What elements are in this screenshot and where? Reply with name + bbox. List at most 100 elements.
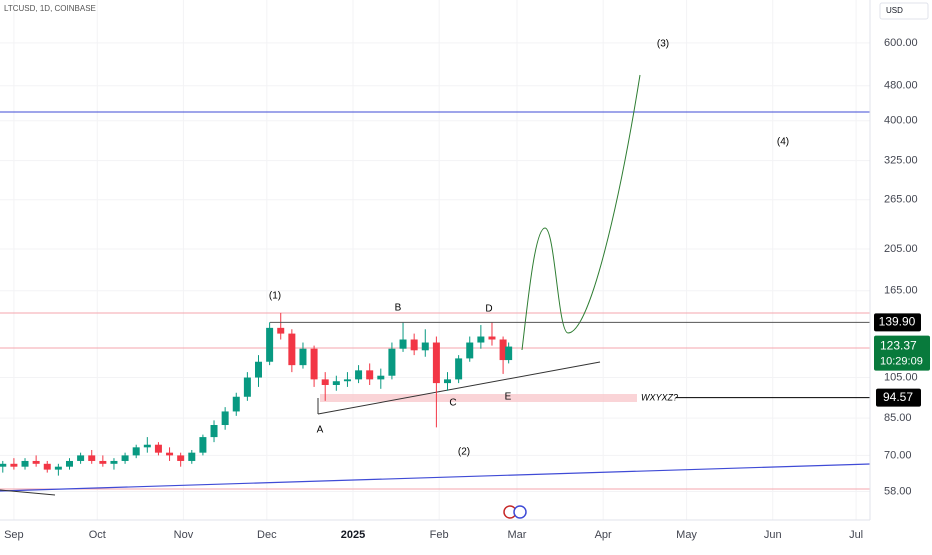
candle-body bbox=[343, 379, 351, 382]
candle-body bbox=[254, 361, 262, 378]
candle bbox=[288, 329, 296, 373]
candle bbox=[43, 460, 51, 473]
y-tick-label: 400.00 bbox=[884, 115, 918, 127]
wave-label: (1) bbox=[269, 291, 281, 302]
candle bbox=[355, 365, 363, 384]
x-tick-label: Feb bbox=[430, 529, 449, 541]
candle bbox=[332, 375, 340, 391]
wave-label: A bbox=[317, 425, 324, 436]
candle bbox=[32, 455, 40, 467]
candle-body bbox=[210, 425, 218, 438]
candles-layer bbox=[0, 312, 513, 476]
candle-body bbox=[32, 460, 40, 464]
candle-body bbox=[444, 379, 452, 384]
candle bbox=[0, 460, 7, 473]
candle-body bbox=[421, 342, 429, 351]
candle-body bbox=[355, 370, 363, 380]
candle bbox=[10, 458, 18, 470]
wave-label: E bbox=[505, 392, 512, 403]
last-price-badge bbox=[874, 335, 930, 371]
candle bbox=[277, 312, 285, 340]
candle-body bbox=[288, 333, 296, 366]
candle bbox=[299, 342, 307, 369]
x-tick-label: May bbox=[676, 529, 697, 541]
y-tick-label: 85.00 bbox=[884, 412, 912, 424]
candle bbox=[199, 434, 207, 456]
candle bbox=[221, 407, 229, 430]
countdown-label: 10:29:09 bbox=[880, 355, 923, 367]
candle-body bbox=[188, 452, 196, 461]
levels-layer: 139.90 94.57 123.37 10:29:09 bbox=[270, 313, 930, 407]
candle-body bbox=[88, 455, 96, 461]
candle-body bbox=[499, 339, 507, 361]
candle bbox=[254, 355, 262, 387]
trend-line bbox=[0, 463, 871, 492]
candle bbox=[310, 345, 318, 387]
candle-body bbox=[199, 437, 207, 453]
x-tick-label: Oct bbox=[89, 529, 106, 541]
grid-layer bbox=[0, 0, 870, 520]
x-tick-label: Apr bbox=[595, 529, 612, 541]
projection-path bbox=[521, 74, 641, 351]
candle-body bbox=[266, 327, 274, 362]
candle-body bbox=[321, 379, 329, 385]
price-badge-label: 94.57 bbox=[883, 390, 913, 404]
candle-body bbox=[455, 358, 463, 380]
trend-line bbox=[317, 361, 601, 415]
candle-body bbox=[221, 411, 229, 426]
candle bbox=[266, 322, 274, 366]
candle bbox=[499, 336, 507, 374]
candle-body bbox=[388, 348, 396, 376]
candle bbox=[65, 458, 73, 470]
candle bbox=[54, 463, 62, 476]
candle-body bbox=[143, 444, 151, 448]
candle-body bbox=[77, 455, 85, 461]
candle bbox=[399, 322, 407, 352]
x-tick-label: Jul bbox=[849, 529, 863, 541]
currency-label: USD bbox=[886, 6, 903, 15]
candle bbox=[410, 333, 418, 356]
x-tick-label: Jun bbox=[764, 529, 782, 541]
currency-box[interactable] bbox=[879, 2, 929, 20]
events-icon[interactable] bbox=[503, 505, 527, 519]
candle bbox=[232, 392, 240, 416]
candle-body bbox=[332, 381, 340, 385]
x-tick-label: Sep bbox=[4, 529, 24, 541]
candle-body bbox=[54, 466, 62, 470]
candle-body bbox=[310, 348, 318, 380]
candle-body bbox=[488, 336, 496, 340]
candle bbox=[188, 449, 196, 464]
candle-body bbox=[432, 342, 440, 384]
candle-body bbox=[277, 327, 285, 334]
candle bbox=[121, 452, 129, 464]
candle-body bbox=[65, 460, 73, 467]
candle bbox=[455, 355, 463, 384]
candle bbox=[132, 444, 140, 459]
candle-body bbox=[366, 370, 374, 380]
candle-body bbox=[410, 339, 418, 351]
candle bbox=[99, 455, 107, 467]
price-badge-label: 139.90 bbox=[879, 315, 916, 329]
candle-body bbox=[166, 452, 174, 456]
candle bbox=[143, 437, 151, 453]
candle-body bbox=[477, 336, 485, 343]
candle bbox=[505, 342, 513, 364]
y-tick-label: 58.00 bbox=[884, 485, 912, 497]
candle-body bbox=[121, 455, 129, 461]
x-tick-label: Nov bbox=[174, 529, 194, 541]
candle-body bbox=[110, 460, 118, 464]
wave-label: B bbox=[395, 303, 402, 314]
x-tick-label: Mar bbox=[508, 529, 527, 541]
y-tick-label: 265.00 bbox=[884, 194, 918, 206]
candle bbox=[77, 452, 85, 464]
y-tick-label: 165.00 bbox=[884, 285, 918, 297]
y-tick-label: 600.00 bbox=[884, 37, 918, 49]
candle-body bbox=[299, 348, 307, 366]
wave-label: (2) bbox=[458, 447, 470, 458]
candle-body bbox=[154, 444, 162, 453]
candle bbox=[166, 447, 174, 461]
candle-body bbox=[232, 396, 240, 412]
candle bbox=[21, 458, 29, 470]
candle bbox=[466, 336, 474, 362]
